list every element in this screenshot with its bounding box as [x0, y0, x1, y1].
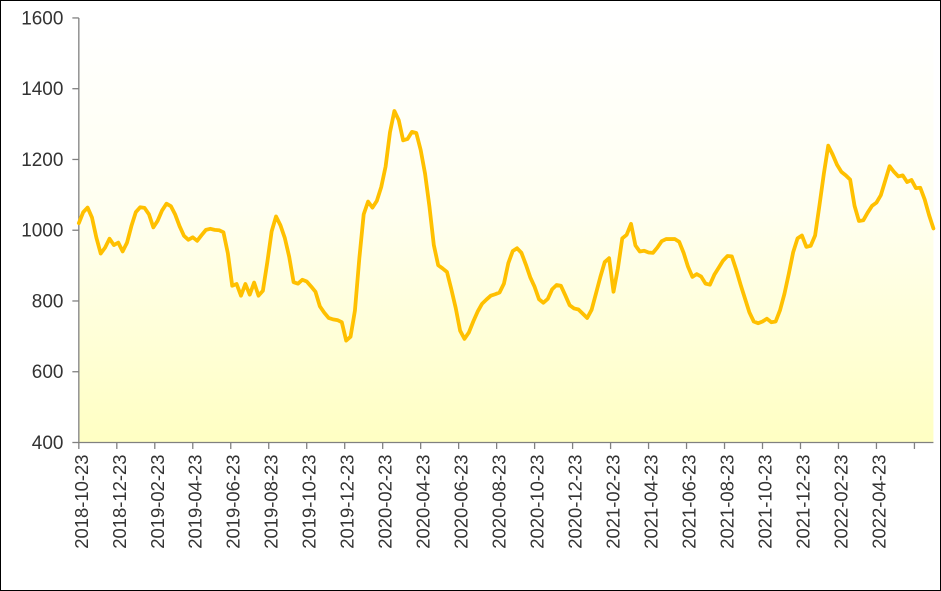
x-tick-label: 2020-02-23: [375, 454, 396, 548]
x-tick-label: 2019-04-23: [185, 454, 206, 548]
x-tick-label: 2022-02-23: [830, 454, 851, 548]
x-tick-label: 2021-02-23: [603, 454, 624, 548]
x-tick-label: 2020-08-23: [489, 454, 510, 548]
x-axis: 2018-10-23 2018-12-23 2019-02-23 2019-04-23…: [71, 441, 934, 549]
x-tick-label: 2020-12-23: [565, 454, 586, 548]
x-tick-label: 2018-10-23: [71, 454, 92, 548]
y-tick-label: 1200: [21, 150, 63, 171]
x-tick-label: 2020-04-23: [413, 454, 434, 548]
y-tick-label: 1600: [21, 8, 63, 29]
x-tick-label: 2022-04-23: [868, 454, 889, 548]
x-tick-label: 2019-08-23: [261, 454, 282, 548]
x-tick-label: 2020-06-23: [451, 454, 472, 548]
y-axis: 400 600 800 1000 1200 1400 1600: [21, 8, 80, 454]
x-tick-label: 2021-12-23: [792, 454, 813, 548]
x-tick-label: 2021-04-23: [641, 454, 662, 548]
y-tick-label: 800: [32, 291, 64, 312]
x-tick-label: 2019-06-23: [223, 454, 244, 548]
x-tick-label: 2018-12-23: [109, 454, 130, 548]
x-tick-label: 2019-10-23: [299, 454, 320, 548]
x-tick-label: 2021-06-23: [679, 454, 700, 548]
x-tick-label: 2020-10-23: [527, 454, 548, 548]
x-tick-label: 2021-08-23: [716, 454, 737, 548]
series-line: [76, 109, 936, 343]
y-tick-label: 1400: [21, 79, 63, 100]
x-tick-label: 2021-10-23: [754, 454, 775, 548]
y-tick-label: 600: [32, 362, 64, 383]
y-tick-label: 1000: [21, 221, 63, 242]
y-tick-label: 400: [32, 433, 64, 454]
x-tick-label: 2019-12-23: [337, 454, 358, 548]
x-tick-label: 2019-02-23: [147, 454, 168, 548]
